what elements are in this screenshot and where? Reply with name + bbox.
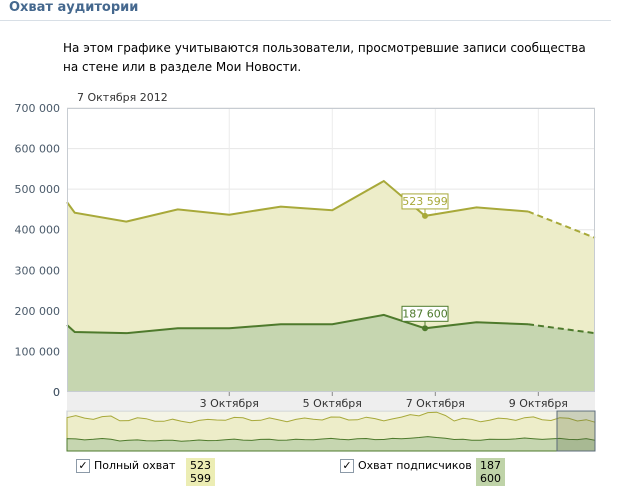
series-line-1 [66,313,529,335]
chart-description: На этом графике учитываются пользователи… [63,41,586,74]
plot-frame [67,108,595,392]
checkbox-icon[interactable]: ✓ [76,459,90,473]
y-tick-label: 200 000 [15,305,61,318]
legend-value: 187 600 [476,458,505,486]
data-point [422,212,429,219]
x-tick-label: 7 Октября [406,397,465,410]
y-zero-label: 0 [53,386,60,399]
legend-label: Полный охват [94,459,176,472]
series-forecast-line-1 [527,323,596,335]
y-tick-label: 0 [53,386,60,399]
y-tick-label: 500 000 [15,183,61,196]
x-axis-band [67,392,595,410]
navigator-series-1 [66,436,596,452]
series-forecast-line-0 [527,210,596,239]
series-line-0 [66,179,529,223]
x-tick-label: 9 Октября [509,397,568,410]
x-tick-label: 3 Октября [200,397,259,410]
legend-value: 523 599 [186,458,215,486]
date-label: 7 Октября 2012 [77,91,168,104]
y-tick-label: 100 000 [15,345,61,358]
checkbox-icon[interactable]: ✓ [340,459,354,473]
y-tick-label: 300 000 [15,264,61,277]
legend-label: Охват подписчиков [358,459,472,472]
section-header: Охват аудитории [0,0,611,21]
navigator-selection[interactable] [556,410,596,452]
callout-label: 187 600 [402,307,448,320]
callout-label: 523 599 [402,195,448,208]
y-tick-label: 700 000 [15,102,61,115]
y-tick-label: 600 000 [15,143,61,156]
y-tick-label: 400 000 [15,224,61,237]
x-tick-label: 5 Октября [303,397,362,410]
data-point [422,325,429,332]
series-area-1 [67,314,595,392]
section-title: Охват аудитории [9,0,139,15]
